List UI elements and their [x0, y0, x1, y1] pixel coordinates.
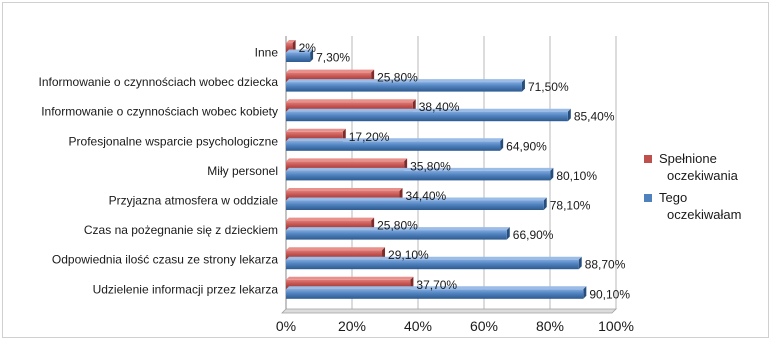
- data-label: 80,10%: [556, 169, 597, 183]
- bar-tego-oczekiwalam: [286, 108, 571, 122]
- legend-label: Spełnione: [659, 151, 717, 166]
- data-label: 7,30%: [316, 51, 350, 65]
- x-tick-label: 60%: [470, 318, 498, 334]
- data-label: 2%: [299, 41, 317, 55]
- bar-chart: 2%7,30% 25,80% 71,50% 38,40% 85,40% 17,20% 64,…: [39, 36, 741, 334]
- legend-label: oczekiwałam: [667, 207, 741, 222]
- bar-spelnione: [286, 69, 375, 83]
- bar-spelnione: [286, 217, 375, 231]
- bar-spelnione: [286, 40, 296, 53]
- data-label: 34,40%: [406, 189, 447, 203]
- x-tick-labels: 0% 20% 40% 60% 80% 100%: [276, 318, 634, 334]
- bar-spelnione: [286, 188, 403, 201]
- data-label: 29,10%: [388, 248, 429, 262]
- legend-swatch: [644, 155, 652, 163]
- x-tick-label: 80%: [536, 318, 564, 334]
- category-label: Czas na pożegnanie się z dzieckiem: [84, 223, 278, 237]
- data-labels: 2%7,30% 25,80% 71,50% 38,40% 85,40% 17,20% 64,…: [299, 41, 631, 301]
- bar-spelnione: [286, 247, 386, 260]
- data-label: 64,90%: [506, 139, 547, 153]
- data-label: 38,40%: [419, 100, 460, 114]
- x-tick-label: 0%: [276, 318, 296, 334]
- bar-tego-oczekiwalam: [286, 286, 587, 299]
- bar-spelnione: [286, 99, 416, 112]
- bar-tego-oczekiwalam: [286, 197, 547, 210]
- data-label: 78,10%: [550, 199, 591, 213]
- category-label: Profesjonalne wsparcie psychologiczne: [69, 134, 279, 148]
- bar-spelnione: [286, 158, 408, 171]
- category-label: Informowanie o czynnościach wobec dzieck…: [39, 75, 279, 89]
- data-label: 25,80%: [377, 71, 418, 85]
- bar-tego-oczekiwalam: [286, 138, 504, 151]
- bar-spelnione: [286, 276, 414, 290]
- data-label: 90,10%: [589, 287, 630, 301]
- chart-frame: 2% 7,30% 25,80% 71,50% 38,40% 85,40% 17,20% 64,…: [2, 2, 769, 338]
- data-label: 35,80%: [410, 159, 451, 173]
- legend-label: oczekiwania: [667, 168, 739, 183]
- x-tick-label: 20%: [338, 318, 366, 334]
- category-label: Przyjazna atmosfera w oddziale: [109, 194, 279, 208]
- x-tick-label: 40%: [404, 318, 432, 334]
- category-labels: Inne Informowanie o czynnościach wobec dz…: [39, 46, 279, 297]
- x-tick-label: 100%: [598, 318, 634, 334]
- bar-spelnione: [286, 128, 346, 142]
- x-axis-floor: [281, 308, 617, 314]
- bar-tego-oczekiwalam: [286, 79, 525, 92]
- legend-label: Tego: [659, 190, 687, 205]
- bar-tego-oczekiwalam: [286, 227, 510, 240]
- legend-swatch: [644, 194, 652, 202]
- data-label: 71,50%: [528, 80, 569, 94]
- data-label: 25,80%: [377, 219, 418, 233]
- category-label: Informowanie o czynnościach wobec kobiet…: [41, 105, 278, 119]
- bars: [286, 40, 587, 299]
- legend-entry: Tego oczekiwałam: [644, 190, 741, 222]
- legend: Spełnione oczekiwania Tego oczekiwałam: [644, 151, 741, 222]
- data-label: 37,70%: [416, 278, 457, 292]
- data-label: 88,70%: [585, 258, 626, 272]
- bar-tego-oczekiwalam: [286, 167, 554, 181]
- category-label: Inne: [255, 46, 279, 60]
- category-label: Odpowiednia ilość czasu ze strony lekarz…: [52, 253, 278, 267]
- data-label: 85,40%: [574, 110, 615, 124]
- category-label: Miły personel: [207, 164, 278, 178]
- category-label: Udzielenie informacji przez lekarza: [93, 282, 279, 296]
- legend-entry: Spełnione oczekiwania: [644, 151, 739, 183]
- data-label: 17,20%: [349, 130, 390, 144]
- data-label: 66,90%: [513, 228, 554, 242]
- bar-tego-oczekiwalam: [286, 256, 582, 270]
- bar-tego-oczekiwalam: [286, 49, 314, 62]
